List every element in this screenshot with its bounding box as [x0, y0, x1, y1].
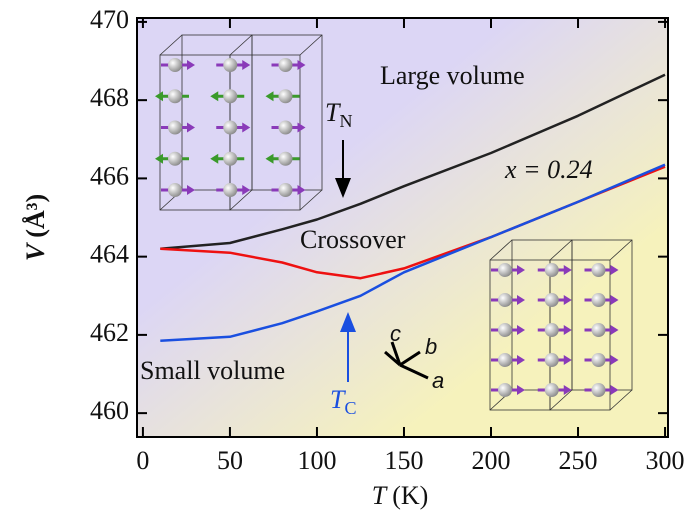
x-tick-label: 150 [384, 446, 423, 475]
atom [168, 58, 182, 72]
atom [545, 323, 559, 337]
crystal-axis-label: a [432, 368, 444, 393]
atom [592, 353, 606, 367]
atom [545, 383, 559, 397]
atom [168, 152, 182, 166]
atom [223, 89, 237, 103]
atom [545, 293, 559, 307]
atom [498, 353, 512, 367]
x-axis-variable: T [372, 481, 388, 510]
page: 460 462 464 466 468 470 0 50 100 150 200 250 300 T(K)… [0, 0, 695, 519]
y-tick-label: 460 [90, 396, 129, 425]
x-axis-unit: (K) [392, 481, 428, 510]
x-tick-label: 250 [559, 446, 598, 475]
atom [498, 293, 512, 307]
y-tick-label: 466 [90, 161, 129, 190]
y-axis-variable: V [21, 241, 50, 261]
atom [545, 353, 559, 367]
atom [279, 183, 293, 197]
atom [592, 323, 606, 337]
y-axis-label: V (Å³) [21, 194, 50, 261]
atom [168, 183, 182, 197]
atom [223, 121, 237, 135]
atom [498, 383, 512, 397]
atom [498, 323, 512, 337]
x-axis-label: T(K) [372, 481, 429, 510]
series-label: Crossover [300, 225, 406, 254]
atom [498, 263, 512, 277]
atom [279, 58, 293, 72]
atom [592, 293, 606, 307]
y-tick-label: 470 [90, 5, 129, 34]
x-tick-label: 0 [136, 446, 149, 475]
atom [592, 263, 606, 277]
y-tick-label: 468 [90, 83, 129, 112]
atom [279, 89, 293, 103]
series-label: Large volume [380, 61, 525, 90]
series-label: Small volume [140, 356, 285, 385]
atom [592, 383, 606, 397]
x-tick-label: 300 [646, 446, 685, 475]
atom [545, 263, 559, 277]
y-axis-unit: (Å³) [21, 194, 50, 238]
y-tick-label: 464 [90, 240, 129, 269]
atom [168, 89, 182, 103]
chart: 460 462 464 466 468 470 0 50 100 150 200 250 300 T(K)… [0, 0, 695, 519]
transition-subscript: N [339, 111, 352, 131]
transition-subscript: C [344, 398, 356, 418]
x-tick-label: 50 [217, 446, 243, 475]
atom [279, 121, 293, 135]
atom [168, 121, 182, 135]
x-tick-label: 200 [472, 446, 511, 475]
atom [223, 58, 237, 72]
atom [223, 183, 237, 197]
composition-label: x = 0.24 [504, 155, 593, 184]
atom [279, 152, 293, 166]
x-tick-label: 100 [297, 446, 336, 475]
crystal-axis-label: b [425, 334, 437, 359]
y-tick-label: 462 [90, 318, 129, 347]
crystal-axis-label: c [390, 321, 401, 346]
atom [223, 152, 237, 166]
